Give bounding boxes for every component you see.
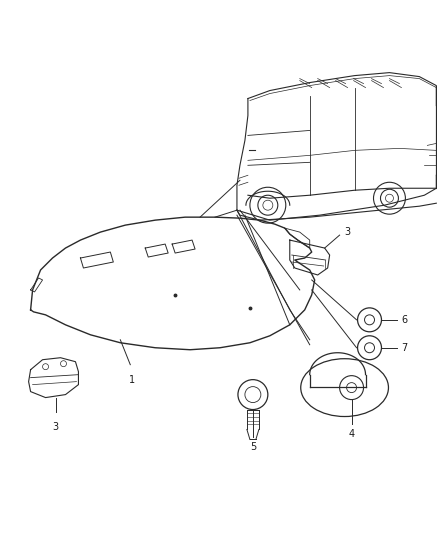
Text: 7: 7 (401, 343, 408, 353)
Text: 6: 6 (401, 315, 407, 325)
Text: 4: 4 (349, 430, 355, 440)
Text: 1: 1 (129, 375, 135, 385)
Text: 3: 3 (53, 422, 59, 432)
Text: 5: 5 (250, 442, 256, 453)
Text: 3: 3 (345, 227, 351, 237)
